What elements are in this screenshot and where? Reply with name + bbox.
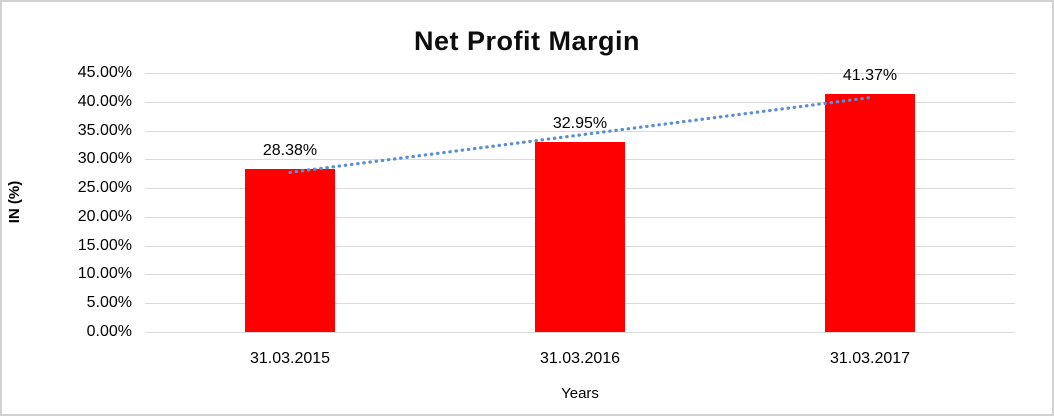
bar xyxy=(245,169,335,332)
x-tick-label: 31.03.2017 xyxy=(829,350,911,367)
y-tick-label: 40.00% xyxy=(77,93,132,110)
bar xyxy=(825,94,915,332)
x-axis-title: Years xyxy=(561,385,599,402)
gridline xyxy=(145,332,1015,333)
y-tick-label: 20.00% xyxy=(77,208,132,225)
y-tick-label: 35.00% xyxy=(77,122,132,139)
y-tick-label: 5.00% xyxy=(86,294,132,311)
bar xyxy=(535,142,625,332)
y-tick-label: 0.00% xyxy=(86,323,132,340)
x-tick-label: 31.03.2016 xyxy=(539,350,621,367)
y-tick-label: 30.00% xyxy=(77,150,132,167)
y-tick-label: 15.00% xyxy=(77,237,132,254)
data-label: 32.95% xyxy=(552,115,608,132)
y-tick-label: 10.00% xyxy=(77,265,132,282)
x-tick-label: 31.03.2015 xyxy=(249,350,331,367)
y-tick-label: 25.00% xyxy=(77,179,132,196)
data-label: 28.38% xyxy=(262,142,318,159)
chart-title: Net Profit Margin xyxy=(413,26,640,56)
y-tick-label: 45.00% xyxy=(77,64,132,81)
data-label: 41.37% xyxy=(842,67,898,84)
gridline xyxy=(145,73,1015,74)
